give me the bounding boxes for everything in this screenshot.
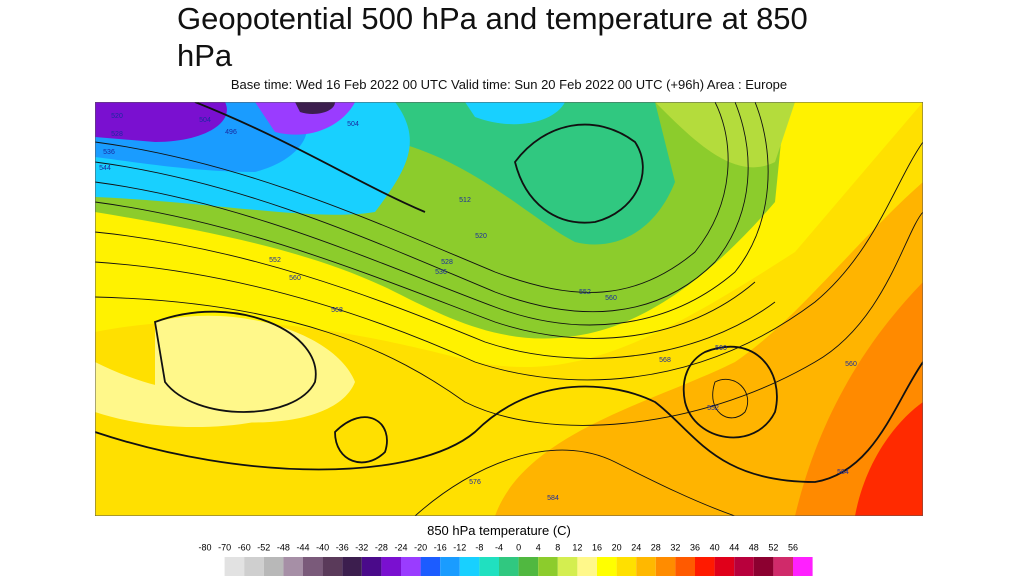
colorbar-label: -48 [277, 542, 290, 552]
colorbar-box [518, 557, 539, 576]
colorbar-label: -70 [218, 542, 231, 552]
map: 520 528 536 544 504 496 504 512 520 528 536 552 560 5… [95, 102, 923, 516]
contour-label: 584 [547, 495, 559, 502]
colorbar-label: -8 [475, 542, 483, 552]
legend: -80 -70 -60 -52 -48 -44 -40 -36 -32 -28 -24 -20 -16-… [198, 542, 813, 576]
colorbar-label: 20 [612, 542, 622, 552]
colorbar-label: -16 [434, 542, 447, 552]
contour-label: 560 [289, 275, 301, 282]
contour-label: 504 [347, 121, 359, 128]
contour-label: 544 [99, 165, 111, 172]
colorbar-box [322, 557, 343, 576]
colorbar-label: -12 [453, 542, 466, 552]
colorbar-box [499, 557, 519, 576]
colorbar-box [459, 557, 480, 576]
colorbar-label: 32 [670, 542, 680, 552]
colorbar-box [244, 557, 264, 576]
colorbar-label: -20 [414, 542, 427, 552]
colorbar-box [342, 557, 362, 576]
colorbar-label: -40 [316, 542, 329, 552]
title: Geopotential 500 hPa and temperature at … [177, 1, 808, 73]
colorbar-box [440, 557, 460, 576]
colorbar-box [597, 557, 617, 576]
colorbar-box [714, 557, 735, 576]
colorbar-box [695, 557, 715, 576]
colorbar-label: -4 [495, 542, 503, 552]
contour-label: 520 [475, 233, 487, 240]
colorbar-label: -60 [238, 542, 251, 552]
contour-label: 576 [469, 479, 481, 486]
contour-label: 528 [111, 131, 123, 138]
colorbar-box [538, 557, 558, 576]
colorbar-box [401, 557, 421, 576]
colorbar-box [616, 557, 637, 576]
contour-label: 520 [111, 113, 123, 120]
contour-label: 552 [707, 405, 719, 412]
contour-label: 568 [659, 357, 671, 364]
colorbar-label: -32 [355, 542, 368, 552]
contour-label: 504 [199, 117, 211, 124]
colorbar-box [283, 557, 303, 576]
colorbar-box [675, 557, 695, 576]
colorbar-label: -28 [375, 542, 388, 552]
contour-label: 512 [459, 197, 471, 204]
colorbar-label: 48 [749, 542, 759, 552]
colorbar-label: 24 [631, 542, 641, 552]
colorbar-box [224, 557, 245, 576]
contour-label: 560 [715, 345, 727, 352]
colorbar-label: 56 [788, 542, 798, 552]
colorbar-box [734, 557, 754, 576]
colorbar-label: 40 [710, 542, 720, 552]
colorbar-label: -36 [336, 542, 349, 552]
colorbar-box [361, 557, 382, 576]
colorbar-label: -24 [394, 542, 407, 552]
colorbar-box [753, 557, 774, 576]
colorbar-box [655, 557, 676, 576]
colorbar-box [381, 557, 401, 576]
colorbar-label: 28 [651, 542, 661, 552]
contour-label: 584 [837, 469, 849, 476]
contour-label: 568 [331, 307, 343, 314]
colorbar-box [263, 557, 284, 576]
colorbar-box [793, 557, 813, 576]
colorbar-box [577, 557, 597, 576]
contour-label: 552 [579, 289, 591, 296]
colorbar-box [479, 557, 499, 576]
colorbar-label: 44 [729, 542, 739, 552]
contour-label: 496 [225, 129, 237, 136]
contour-label: 536 [103, 149, 115, 156]
contour-label: 528 [441, 259, 453, 266]
colorbar-box [773, 557, 793, 576]
colorbar-label: 8 [555, 542, 560, 552]
contour-label: 560 [845, 361, 857, 368]
colorbar-label: 36 [690, 542, 700, 552]
colorbar-label: 12 [572, 542, 582, 552]
colorbar-label: 52 [768, 542, 778, 552]
colorbar-box [420, 557, 441, 576]
colorbar-label: -44 [296, 542, 309, 552]
colorbar-label: 4 [536, 542, 541, 552]
colorbar-label: 16 [592, 542, 602, 552]
colorbar-label: 0 [516, 542, 521, 552]
contour-label: 552 [269, 257, 281, 264]
colorbar-label: -52 [257, 542, 270, 552]
colorbar-label: -80 [198, 542, 211, 552]
contour-label: 536 [435, 269, 447, 276]
legend-title: 850 hPa temperature (C) [427, 523, 571, 538]
subtitle: Base time: Wed 16 Feb 2022 00 UTC Valid … [230, 77, 788, 92]
colorbar-box [557, 557, 578, 576]
colorbar-box [303, 557, 323, 576]
colorbar-box [636, 557, 656, 576]
contour-label: 560 [605, 295, 617, 302]
